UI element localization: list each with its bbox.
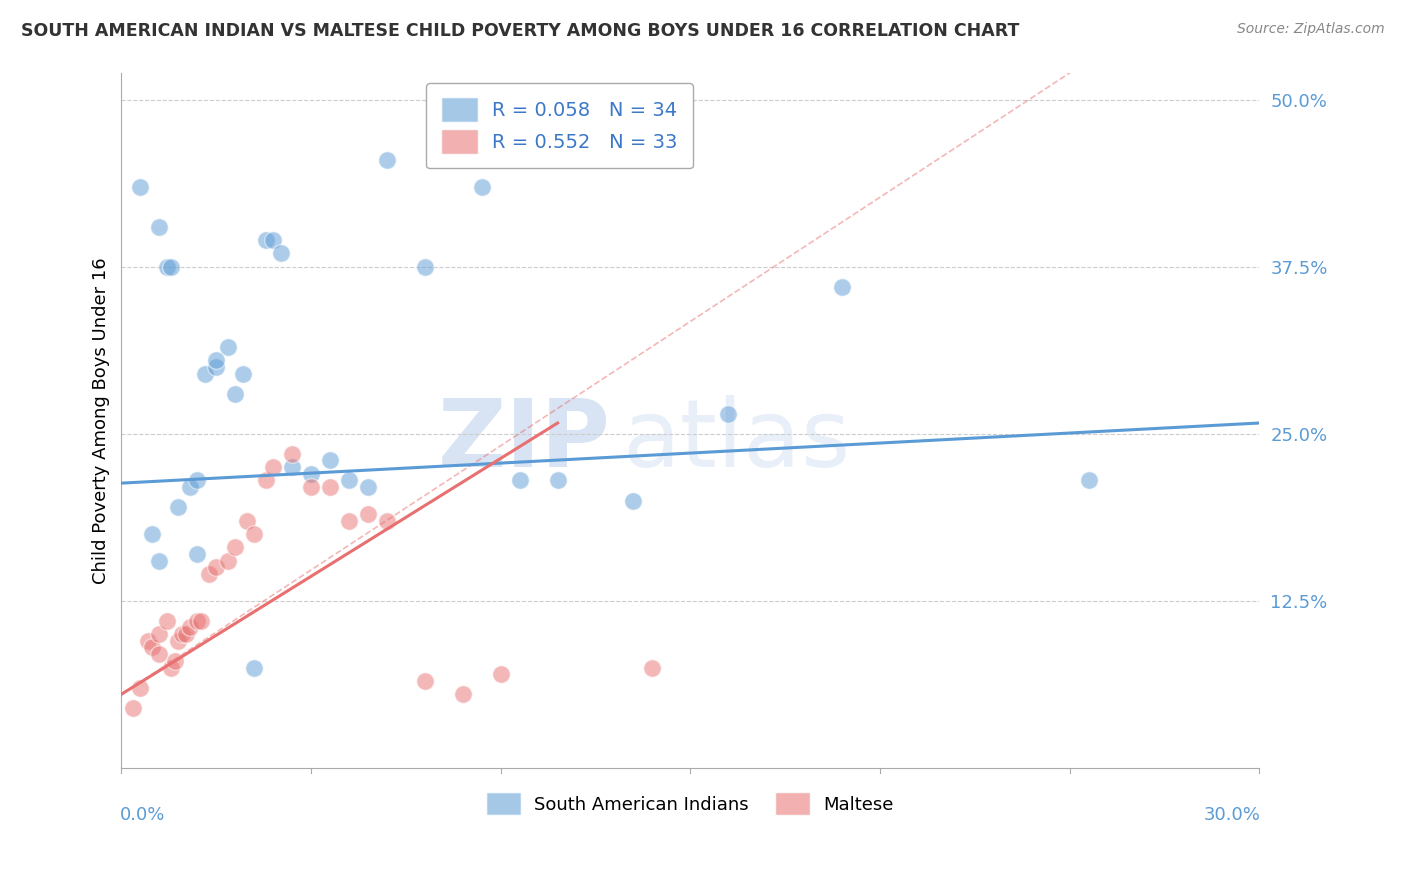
Point [319, 480, 342, 494]
Point [163, 654, 186, 668]
Point [243, 660, 266, 674]
Text: 30.0%: 30.0% [1204, 805, 1260, 824]
Point [413, 673, 436, 688]
Text: Source: ZipAtlas.com: Source: ZipAtlas.com [1237, 22, 1385, 37]
Point [159, 260, 181, 274]
Text: SOUTH AMERICAN INDIAN VS MALTESE CHILD POVERTY AMONG BOYS UNDER 16 CORRELATION C: SOUTH AMERICAN INDIAN VS MALTESE CHILD P… [21, 22, 1019, 40]
Point [197, 566, 219, 581]
Point [319, 453, 342, 467]
Point [509, 474, 531, 488]
Point [172, 627, 194, 641]
Point [547, 474, 569, 488]
Point [831, 279, 853, 293]
Point [179, 620, 201, 634]
Point [217, 554, 239, 568]
Point [224, 541, 246, 555]
Text: 0.0%: 0.0% [121, 805, 166, 824]
Point [224, 386, 246, 401]
Point [141, 640, 163, 655]
Point [148, 219, 170, 234]
Point [205, 560, 228, 574]
Point [489, 667, 512, 681]
Y-axis label: Child Poverty Among Boys Under 16: Child Poverty Among Boys Under 16 [93, 257, 110, 583]
Point [357, 507, 380, 521]
Point [357, 480, 380, 494]
Point [179, 480, 201, 494]
Point [190, 614, 212, 628]
Point [148, 647, 170, 661]
Point [270, 246, 292, 260]
Point [375, 153, 398, 167]
Point [174, 627, 197, 641]
Point [167, 500, 190, 515]
Point [337, 514, 360, 528]
Point [205, 353, 228, 368]
Point [262, 460, 284, 475]
Point [186, 474, 208, 488]
Point [159, 660, 181, 674]
Point [299, 480, 322, 494]
Point [141, 527, 163, 541]
Point [148, 554, 170, 568]
Point [254, 233, 277, 247]
Legend: South American Indians, Maltese: South American Indians, Maltese [479, 786, 901, 822]
Point [1077, 474, 1099, 488]
Point [186, 547, 208, 561]
Point [129, 179, 152, 194]
Text: ZIP: ZIP [437, 395, 610, 487]
Point [232, 367, 254, 381]
Point [129, 681, 152, 695]
Point [451, 687, 474, 701]
Point [186, 614, 208, 628]
Point [235, 514, 257, 528]
Point [281, 447, 304, 461]
Point [217, 340, 239, 354]
Point [375, 514, 398, 528]
Point [243, 527, 266, 541]
Point [717, 407, 740, 421]
Point [136, 633, 159, 648]
Point [299, 467, 322, 481]
Point [148, 627, 170, 641]
Point [167, 633, 190, 648]
Point [641, 660, 664, 674]
Point [194, 367, 217, 381]
Point [623, 493, 645, 508]
Point [205, 359, 228, 374]
Point [471, 179, 494, 194]
Point [337, 474, 360, 488]
Point [254, 474, 277, 488]
Point [281, 460, 304, 475]
Text: atlas: atlas [621, 395, 851, 487]
Point [121, 700, 143, 714]
Point [156, 614, 179, 628]
Point [156, 260, 179, 274]
Point [262, 233, 284, 247]
Point [413, 260, 436, 274]
